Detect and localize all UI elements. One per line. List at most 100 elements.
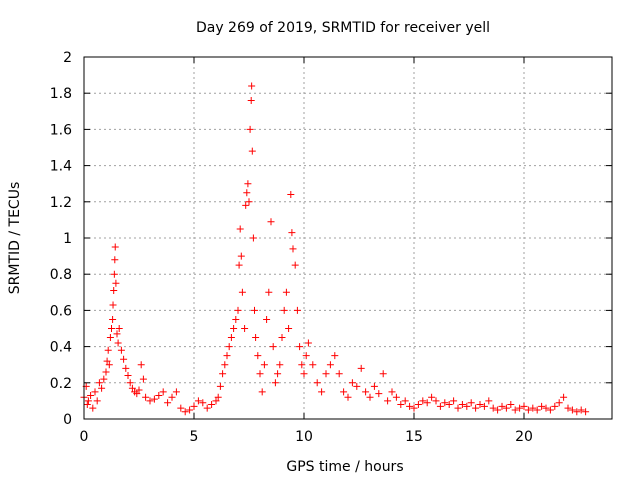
data-point (117, 346, 125, 354)
data-point (392, 393, 400, 401)
data-point (245, 198, 253, 206)
data-point (326, 361, 334, 369)
data-point (150, 395, 158, 403)
data-point (410, 404, 418, 412)
data-point (441, 399, 449, 407)
data-point (348, 379, 356, 387)
data-point (243, 189, 251, 197)
data-point (225, 343, 233, 351)
data-point (467, 399, 475, 407)
data-point (120, 355, 128, 363)
data-point (168, 393, 176, 401)
x-tick-label: 10 (295, 429, 313, 445)
data-point (353, 382, 361, 390)
x-tick-label: 20 (515, 429, 533, 445)
data-point (172, 388, 180, 396)
data-point (113, 330, 121, 338)
data-point (128, 384, 136, 392)
data-point (296, 343, 304, 351)
data-point (428, 393, 436, 401)
axis-ticks: 00.20.40.60.811.21.41.61.820 5 10 15 20 (50, 50, 612, 445)
data-point (199, 399, 207, 407)
data-point (568, 406, 576, 414)
data-point (115, 325, 123, 332)
data-point (194, 397, 202, 405)
data-point (357, 364, 365, 372)
data-point (476, 401, 484, 409)
data-point (232, 315, 240, 323)
data-point (280, 306, 288, 314)
data-point (423, 399, 431, 407)
data-point (291, 261, 299, 269)
data-point (485, 397, 493, 405)
data-point (511, 406, 519, 414)
data-point (538, 402, 546, 410)
data-point (251, 306, 258, 314)
data-point (285, 325, 293, 332)
data-point (289, 245, 297, 253)
x-axis-label: GPS time / hours (286, 459, 403, 475)
data-point (93, 397, 101, 405)
data-point (105, 361, 113, 369)
data-point (246, 125, 254, 133)
data-point (244, 180, 252, 188)
data-point (248, 147, 256, 155)
data-point (555, 399, 563, 407)
data-point (287, 191, 295, 199)
data-point (265, 288, 273, 296)
data-point (102, 368, 110, 376)
data-point (124, 372, 132, 380)
data-point (384, 397, 392, 405)
data-point (214, 393, 222, 401)
y-tick-label: 1.8 (50, 86, 72, 102)
data-point (252, 334, 260, 342)
data-point (379, 370, 387, 378)
chart-title: Day 269 of 2019, SRMTID for receiver yel… (196, 20, 490, 36)
data-point (258, 388, 266, 396)
data-point (335, 370, 343, 378)
data-point (241, 325, 249, 332)
data-point (216, 382, 224, 390)
data-point (248, 82, 256, 90)
data-point (313, 379, 321, 387)
data-point (304, 339, 312, 347)
data-point (288, 229, 296, 237)
data-point (551, 402, 559, 410)
data-point (271, 379, 279, 387)
data-point (110, 270, 118, 278)
data-point (237, 252, 245, 260)
data-point (573, 408, 581, 416)
data-point (582, 408, 590, 416)
y-tick-label: 0.2 (50, 376, 72, 392)
data-point (109, 301, 117, 309)
data-point (458, 401, 466, 409)
y-tick-label: 0.4 (50, 340, 72, 356)
data-point (322, 370, 330, 378)
data-point (419, 397, 427, 405)
data-point (247, 96, 255, 104)
data-point (177, 404, 185, 412)
data-point (498, 402, 506, 410)
plot-frame (83, 56, 613, 420)
x-tick-label: 5 (190, 429, 199, 445)
data-point (494, 406, 502, 414)
data-point (235, 261, 243, 269)
data-point (397, 401, 405, 409)
data-point (436, 402, 444, 410)
data-point (89, 404, 97, 412)
x-tick-label: 15 (405, 429, 423, 445)
y-tick-label: 0 (63, 412, 72, 428)
data-point (300, 370, 308, 378)
data-point (450, 397, 458, 405)
data-point (507, 401, 515, 409)
data-point (108, 325, 115, 332)
data-point (87, 391, 95, 399)
y-tick-label: 1.2 (50, 195, 72, 211)
data-point (269, 343, 277, 351)
data-point (234, 306, 242, 314)
data-point (122, 364, 130, 372)
data-point (472, 404, 480, 412)
data-point (362, 388, 370, 396)
data-point (340, 388, 348, 396)
data-point (100, 375, 108, 383)
